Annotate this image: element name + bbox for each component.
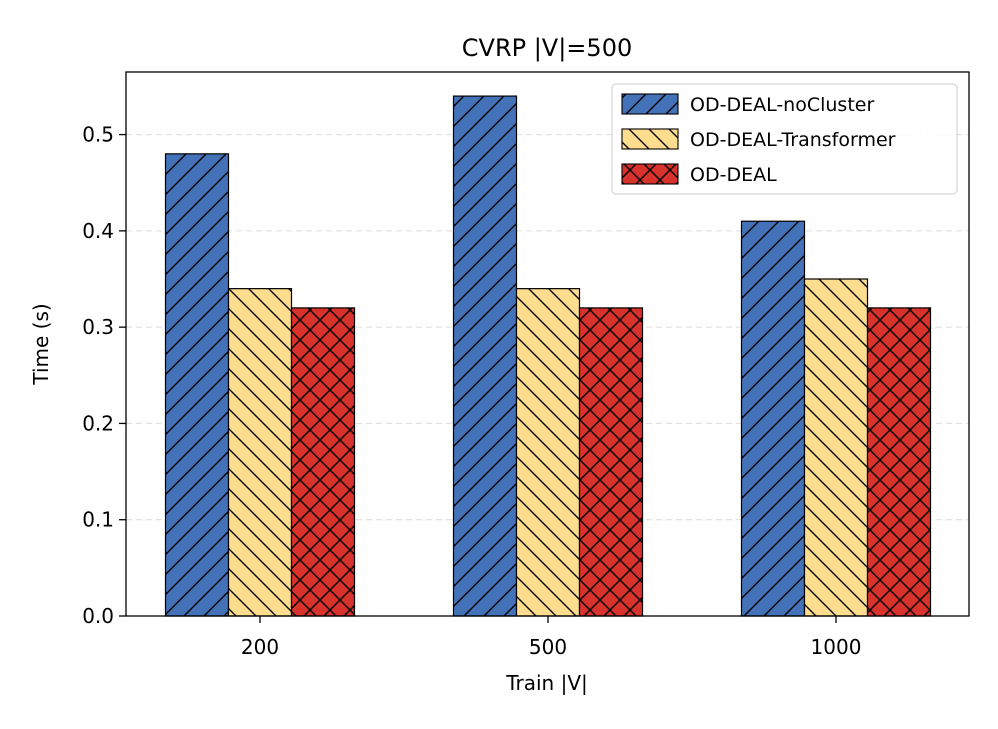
bar-od-deal-200 <box>290 307 356 617</box>
bar-od-deal-1000 <box>866 307 932 617</box>
x-axis-label: Train |V| <box>505 671 588 695</box>
chart-title: CVRP |V|=500 <box>462 34 632 62</box>
legend-label: OD-DEAL <box>690 164 777 186</box>
y-tick-label: 0.3 <box>82 315 114 339</box>
legend-entries: OD-DEAL-noCluster OD-DEAL-Transformer OD-D… <box>621 93 896 186</box>
y-axis-ticks: 0.0 0.1 0.2 0.3 0.4 0.5 <box>82 123 126 628</box>
bar-od-deal-transformer-1000 <box>803 278 869 617</box>
legend-label: OD-DEAL-noCluster <box>690 94 874 116</box>
legend-swatch <box>621 163 679 185</box>
x-tick-label: 1000 <box>811 635 862 659</box>
legend: OD-DEAL-noCluster OD-DEAL-Transformer OD-D… <box>611 83 958 195</box>
bar-od-deal-nocluster-200 <box>164 153 230 617</box>
y-axis-label: Time (s) <box>29 303 53 385</box>
bar-od-deal-500 <box>578 307 644 617</box>
x-tick-label: 500 <box>529 635 567 659</box>
bar-od-deal-nocluster-500 <box>452 95 518 617</box>
legend-box <box>611 83 958 195</box>
x-axis-ticks: 200 500 1000 <box>241 616 862 659</box>
bar-od-deal-nocluster-1000 <box>740 220 806 617</box>
legend-swatch <box>621 93 679 115</box>
y-tick-label: 0.2 <box>82 411 114 435</box>
y-tick-label: 0.1 <box>82 508 114 532</box>
y-tick-label: 0.5 <box>82 123 114 147</box>
bar-od-deal-transformer-200 <box>227 288 293 617</box>
y-tick-label: 0.0 <box>82 604 114 628</box>
bars <box>164 95 932 617</box>
bar-od-deal-transformer-500 <box>515 288 581 617</box>
x-tick-label: 200 <box>241 635 279 659</box>
legend-label: OD-DEAL-Transformer <box>690 129 896 151</box>
y-tick-label: 0.4 <box>82 219 114 243</box>
legend-swatch <box>621 128 679 150</box>
